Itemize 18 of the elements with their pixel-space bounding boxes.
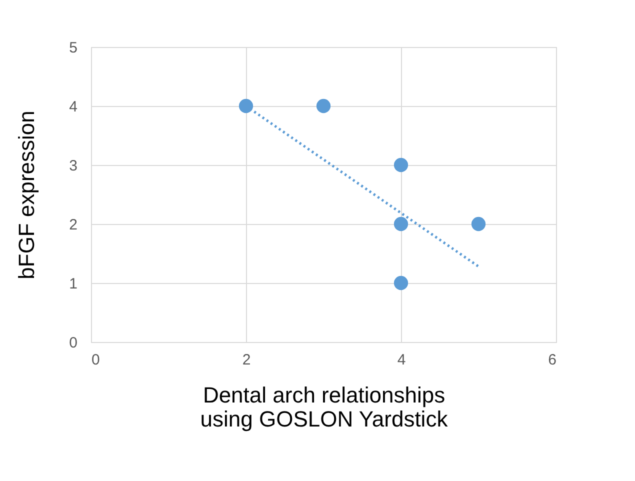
x-tick-label: 6 [548,352,556,368]
y-tick-label: 1 [69,276,78,292]
y-tick-label: 4 [69,98,78,116]
point [394,158,408,172]
y-tick-label: 3 [69,158,78,174]
x-tick-label: 0 [92,352,100,368]
x-tick-label: 4 [397,352,406,368]
y-tick-label: 0 [69,334,78,352]
x-tick-label: 2 [242,352,251,368]
x-axis-title: Dental arch relationships using GOSLON Yardstick [200,382,449,432]
y-tick-label: 5 [69,40,78,56]
y-tick-label: 2 [69,216,78,234]
point [394,216,408,232]
point [316,98,331,114]
point [471,216,486,232]
point [238,98,254,114]
point [394,276,408,290]
y-axis-title: bFGF expression [14,110,40,280]
